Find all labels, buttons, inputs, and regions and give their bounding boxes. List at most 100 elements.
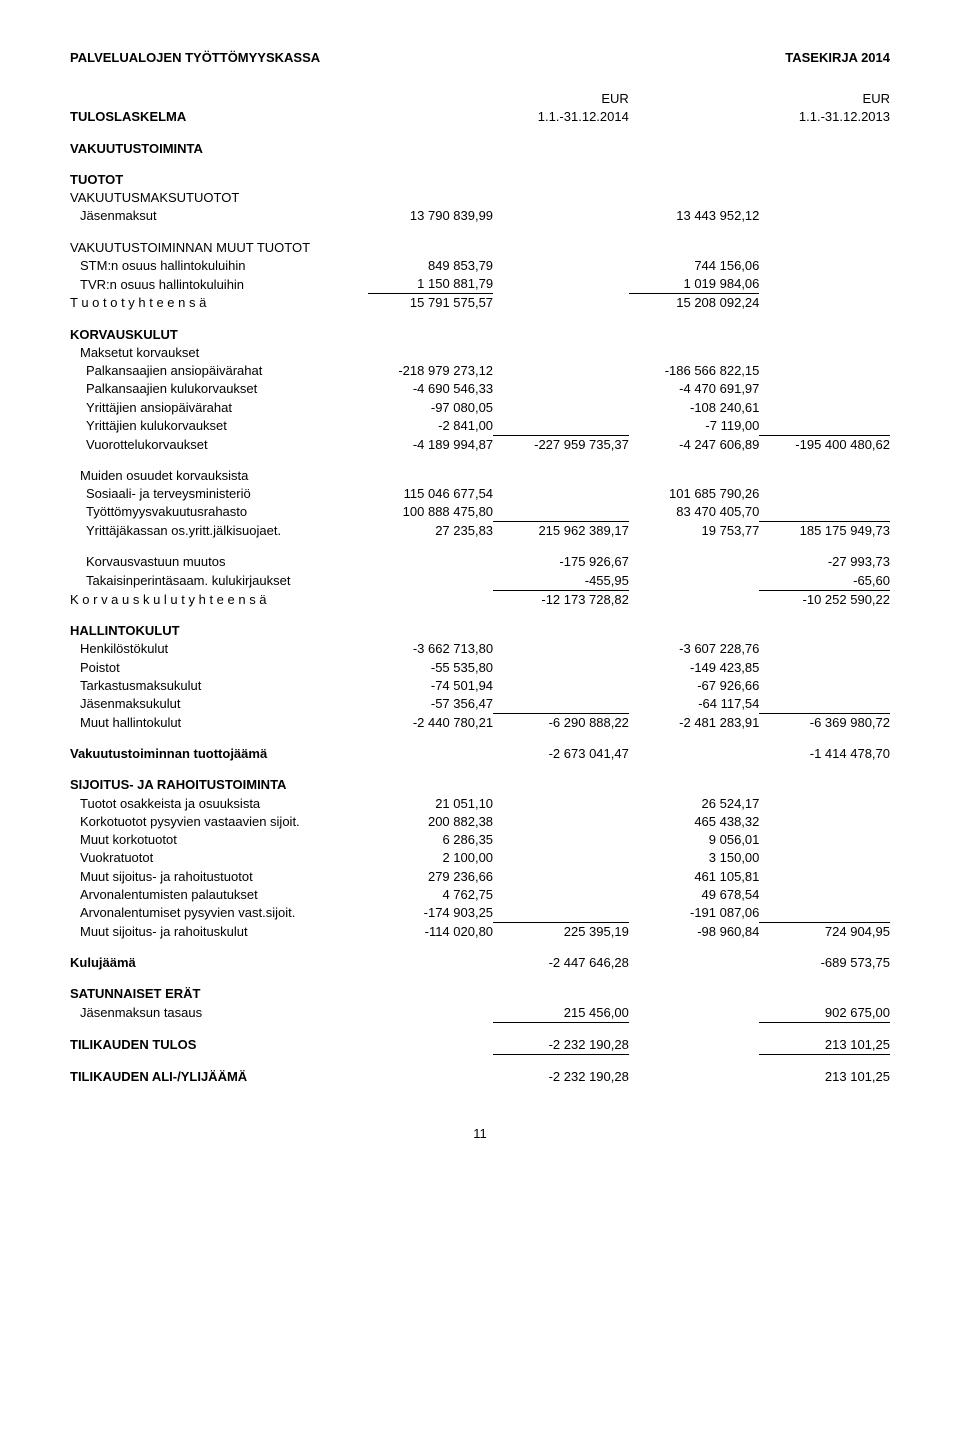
hk-r3-a: -74 501,94 bbox=[368, 677, 493, 695]
vakuutustoiminta-title: VAKUUTUSTOIMINTA bbox=[70, 127, 368, 158]
sj-r7-label: Arvonalentumiset pysyvien vast.sijoit. bbox=[70, 904, 368, 922]
jasenmaksut-c: 13 443 952,12 bbox=[629, 207, 760, 225]
sj-r8-label: Muut sijoitus- ja rahoituskulut bbox=[70, 922, 368, 941]
tuloslaskelma-label: TULOSLASKELMA bbox=[70, 108, 368, 126]
vtj-b: -2 673 041,47 bbox=[493, 732, 629, 763]
hk-r1-label: Henkilöstökulut bbox=[70, 640, 368, 658]
kk-r1-c: -186 566 822,15 bbox=[629, 362, 760, 380]
doc-header: PALVELUALOJEN TYÖTTÖMYYSKASSA TASEKIRJA … bbox=[70, 50, 890, 65]
kk-r3-c: -108 240,61 bbox=[629, 399, 760, 417]
hk-r4-a: -57 356,47 bbox=[368, 695, 493, 713]
tvr-label: TVR:n osuus hallintokuluihin bbox=[70, 275, 368, 294]
kk-r2-label: Palkansaajien kulukorvaukset bbox=[70, 380, 368, 398]
kulujaama-b: -2 447 646,28 bbox=[493, 941, 629, 972]
sj-r4-a: 2 100,00 bbox=[368, 849, 493, 867]
hk-r5-c: -2 481 283,91 bbox=[629, 713, 760, 732]
kk-yht-label: K o r v a u s k u l u t y h t e e n s ä bbox=[70, 590, 368, 609]
vmt-title: VAKUUTUSMAKSUTUOTOT bbox=[70, 189, 368, 207]
currency-row: EUR EUR bbox=[70, 90, 890, 108]
tuotot-yht-label: T u o t o t y h t e e n s ä bbox=[70, 294, 368, 313]
kk-r8-b: 215 962 389,17 bbox=[493, 522, 629, 541]
jasenmaksut-row: Jäsenmaksut 13 790 839,99 13 443 952,12 bbox=[70, 207, 890, 225]
sj-r3-a: 6 286,35 bbox=[368, 831, 493, 849]
sat-r1-label: Jäsenmaksun tasaus bbox=[70, 1004, 368, 1023]
tulos-label: TILIKAUDEN TULOS bbox=[70, 1022, 368, 1054]
sj-r3-label: Muut korkotuotot bbox=[70, 831, 368, 849]
period-2: 1.1.-31.12.2013 bbox=[759, 108, 890, 126]
hk-r5-b: -6 290 888,22 bbox=[493, 713, 629, 732]
kk-r5-d: -195 400 480,62 bbox=[759, 435, 890, 454]
kk-r1-a: -218 979 273,12 bbox=[368, 362, 493, 380]
sj-r5-label: Muut sijoitus- ja rahoitustuotot bbox=[70, 868, 368, 886]
kk-r3-a: -97 080,05 bbox=[368, 399, 493, 417]
kk-r6-a: 115 046 677,54 bbox=[368, 485, 493, 503]
sj-r1-label: Tuotot osakkeista ja osuuksista bbox=[70, 795, 368, 813]
kk-r5-b: -227 959 735,37 bbox=[493, 435, 629, 454]
kk-r2-c: -4 470 691,97 bbox=[629, 380, 760, 398]
doc-title: TASEKIRJA 2014 bbox=[785, 50, 890, 65]
kk-r6-label: Sosiaali- ja terveysministeriö bbox=[70, 485, 368, 503]
sj-r4-c: 3 150,00 bbox=[629, 849, 760, 867]
hk-r4-label: Jäsenmaksukulut bbox=[70, 695, 368, 713]
maksetut-label: Maksetut korvaukset bbox=[70, 344, 368, 362]
kk-r5-c: -4 247 606,89 bbox=[629, 435, 760, 454]
muiden-label: Muiden osuudet korvauksista bbox=[70, 454, 368, 485]
satunnaiset-title: SATUNNAISET ERÄT bbox=[70, 972, 368, 1003]
sj-r7-c: -191 087,06 bbox=[629, 904, 760, 922]
tuloslaskelma-row: TULOSLASKELMA 1.1.-31.12.2014 1.1.-31.12… bbox=[70, 108, 890, 126]
sat-r1-d: 902 675,00 bbox=[759, 1004, 890, 1023]
tulos-d: 213 101,25 bbox=[759, 1022, 890, 1054]
kk-r7-label: Työttömyysvakuutusrahasto bbox=[70, 503, 368, 521]
kk-r10-label: Takaisinperintäsaam. kulukirjaukset bbox=[70, 572, 368, 591]
sj-r2-c: 465 438,32 bbox=[629, 813, 760, 831]
tvr-c: 1 019 984,06 bbox=[629, 275, 760, 294]
ali-label: TILIKAUDEN ALI-/YLIJÄÄMÄ bbox=[70, 1055, 368, 1087]
kulujaama-d: -689 573,75 bbox=[759, 941, 890, 972]
ali-b: -2 232 190,28 bbox=[493, 1055, 629, 1087]
kk-r5-a: -4 189 994,87 bbox=[368, 435, 493, 454]
sj-r3-c: 9 056,01 bbox=[629, 831, 760, 849]
kk-r3-label: Yrittäjien ansiopäivärahat bbox=[70, 399, 368, 417]
income-statement-table: EUR EUR TULOSLASKELMA 1.1.-31.12.2014 1.… bbox=[70, 90, 890, 1086]
tuotot-yht-c: 15 208 092,24 bbox=[629, 294, 760, 313]
sj-r5-c: 461 105,81 bbox=[629, 868, 760, 886]
vtj-label: Vakuutustoiminnan tuottojäämä bbox=[70, 732, 368, 763]
hk-r2-label: Poistot bbox=[70, 659, 368, 677]
page: PALVELUALOJEN TYÖTTÖMYYSKASSA TASEKIRJA … bbox=[0, 0, 960, 1191]
tulos-b: -2 232 190,28 bbox=[493, 1022, 629, 1054]
sj-r6-c: 49 678,54 bbox=[629, 886, 760, 904]
sat-r1-b: 215 456,00 bbox=[493, 1004, 629, 1023]
stm-label: STM:n osuus hallintokuluihin bbox=[70, 257, 368, 275]
korvauskulut-title: KORVAUSKULUT bbox=[70, 313, 368, 344]
hk-r2-c: -149 423,85 bbox=[629, 659, 760, 677]
kk-r10-b: -455,95 bbox=[493, 572, 629, 591]
page-number: 11 bbox=[70, 1126, 890, 1141]
sj-r6-label: Arvonalentumisten palautukset bbox=[70, 886, 368, 904]
hallintokulut-title: HALLINTOKULUT bbox=[70, 609, 368, 640]
kk-r4-a: -2 841,00 bbox=[368, 417, 493, 435]
tuotot-title: TUOTOT bbox=[70, 158, 368, 189]
kk-r7-a: 100 888 475,80 bbox=[368, 503, 493, 521]
sj-r2-a: 200 882,38 bbox=[368, 813, 493, 831]
jasenmaksut-a: 13 790 839,99 bbox=[368, 207, 493, 225]
sj-r8-c: -98 960,84 bbox=[629, 922, 760, 941]
hk-r4-c: -64 117,54 bbox=[629, 695, 760, 713]
sj-r2-label: Korkotuotot pysyvien vastaavien sijoit. bbox=[70, 813, 368, 831]
kk-r4-c: -7 119,00 bbox=[629, 417, 760, 435]
kk-r8-label: Yrittäjäkassan os.yritt.jälkisuojaet. bbox=[70, 522, 368, 541]
sijoitus-title: SIJOITUS- JA RAHOITUSTOIMINTA bbox=[70, 763, 368, 794]
org-name: PALVELUALOJEN TYÖTTÖMYYSKASSA bbox=[70, 50, 320, 65]
sj-r8-a: -114 020,80 bbox=[368, 922, 493, 941]
stm-a: 849 853,79 bbox=[368, 257, 493, 275]
kk-r1-label: Palkansaajien ansiopäivärahat bbox=[70, 362, 368, 380]
kk-r8-a: 27 235,83 bbox=[368, 522, 493, 541]
sj-r4-label: Vuokratuotot bbox=[70, 849, 368, 867]
jasenmaksut-label: Jäsenmaksut bbox=[70, 207, 368, 225]
kk-r6-c: 101 685 790,26 bbox=[629, 485, 760, 503]
kk-r5-label: Vuorottelukorvaukset bbox=[70, 435, 368, 454]
kk-r9-label: Korvausvastuun muutos bbox=[70, 540, 368, 571]
hk-r3-label: Tarkastusmaksukulut bbox=[70, 677, 368, 695]
kk-r8-c: 19 753,77 bbox=[629, 522, 760, 541]
vtj-d: -1 414 478,70 bbox=[759, 732, 890, 763]
hk-r3-c: -67 926,66 bbox=[629, 677, 760, 695]
